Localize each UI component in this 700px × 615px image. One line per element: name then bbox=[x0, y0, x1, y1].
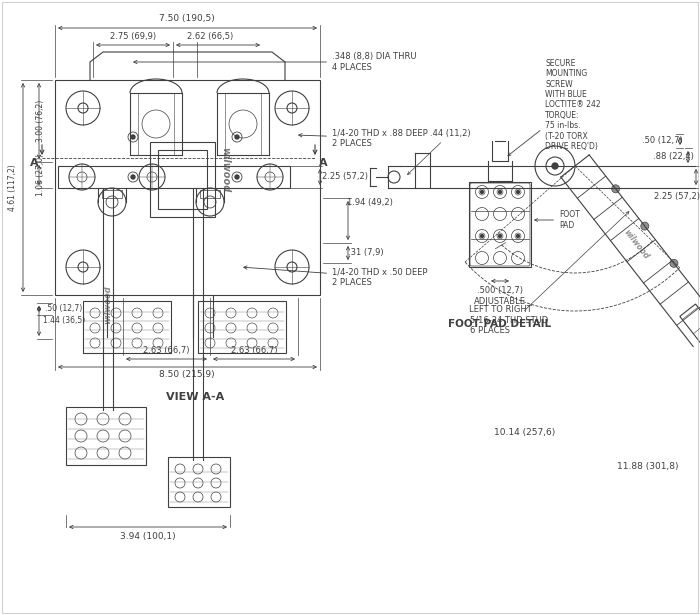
Text: 7.50 (190,5): 7.50 (190,5) bbox=[159, 15, 215, 23]
Text: FOOT PAD DETAIL: FOOT PAD DETAIL bbox=[449, 319, 552, 329]
Bar bbox=[83, 301, 171, 353]
Text: 1.06 (27,0): 1.06 (27,0) bbox=[36, 154, 46, 196]
Text: VIEW A-A: VIEW A-A bbox=[166, 392, 224, 402]
Bar bbox=[158, 150, 207, 209]
Circle shape bbox=[480, 191, 484, 194]
Text: 5/16-24 THD STUD
6 PLACES: 5/16-24 THD STUD 6 PLACES bbox=[470, 212, 629, 335]
Text: 2.63 (66,7): 2.63 (66,7) bbox=[231, 346, 277, 354]
Bar bbox=[58, 166, 290, 188]
Text: 1/4-20 THD x .50 DEEP
2 PLACES: 1/4-20 THD x .50 DEEP 2 PLACES bbox=[244, 266, 428, 287]
Circle shape bbox=[131, 175, 135, 179]
Text: 8.50 (215,9): 8.50 (215,9) bbox=[159, 370, 215, 379]
Text: 4.61 (117,2): 4.61 (117,2) bbox=[8, 165, 18, 212]
Text: 1/4-20 THD x .88 DEEP
2 PLACES: 1/4-20 THD x .88 DEEP 2 PLACES bbox=[299, 129, 428, 148]
Text: .500 (12,7): .500 (12,7) bbox=[477, 287, 523, 295]
Text: 11.88 (301,8): 11.88 (301,8) bbox=[617, 462, 679, 472]
Bar bbox=[150, 142, 215, 217]
Text: LEFT TO RIGHT: LEFT TO RIGHT bbox=[468, 306, 531, 314]
Text: 10.14 (257,6): 10.14 (257,6) bbox=[494, 429, 556, 437]
Text: 1.44 (36,5): 1.44 (36,5) bbox=[43, 317, 85, 325]
Text: 2.25 (57,2): 2.25 (57,2) bbox=[654, 191, 700, 200]
Text: 2.25 (57,2): 2.25 (57,2) bbox=[322, 172, 368, 181]
Circle shape bbox=[670, 260, 678, 268]
Text: .88 (22,4): .88 (22,4) bbox=[652, 153, 694, 162]
Circle shape bbox=[517, 234, 519, 237]
Circle shape bbox=[552, 163, 558, 169]
Text: .50 (12,7): .50 (12,7) bbox=[46, 304, 83, 314]
Bar bbox=[55, 80, 320, 295]
Circle shape bbox=[498, 234, 501, 237]
Text: 2.75 (69,9): 2.75 (69,9) bbox=[110, 33, 156, 41]
Text: 2.63 (66,7): 2.63 (66,7) bbox=[143, 346, 189, 354]
Bar bbox=[469, 182, 531, 267]
Text: 1.94 (49,2): 1.94 (49,2) bbox=[347, 199, 393, 207]
Text: .348 (8,8) DIA THRU
4 PLACES: .348 (8,8) DIA THRU 4 PLACES bbox=[134, 52, 416, 72]
Bar bbox=[168, 457, 230, 507]
Circle shape bbox=[612, 184, 620, 193]
Text: SECURE
MOUNTING
SCREW
WITH BLUE
LOCTITE® 242
TORQUE:
75 in-lbs.
(T-20 TORX
DRIVE: SECURE MOUNTING SCREW WITH BLUE LOCTITE®… bbox=[508, 59, 601, 156]
Circle shape bbox=[131, 135, 135, 139]
Text: A: A bbox=[29, 158, 38, 168]
Circle shape bbox=[235, 175, 239, 179]
Circle shape bbox=[498, 191, 501, 194]
Text: FOOT
PAD: FOOT PAD bbox=[535, 210, 580, 229]
Text: 3.94 (100,1): 3.94 (100,1) bbox=[120, 533, 176, 541]
Bar bbox=[102, 190, 122, 198]
Text: 3.00 (76,2): 3.00 (76,2) bbox=[36, 100, 46, 142]
Text: wilwood: wilwood bbox=[220, 148, 230, 192]
Text: ADJUSTABLE: ADJUSTABLE bbox=[474, 296, 526, 306]
Text: wilwood: wilwood bbox=[104, 285, 113, 324]
Bar bbox=[198, 301, 286, 353]
Text: wilwood: wilwood bbox=[622, 228, 651, 261]
Circle shape bbox=[480, 234, 484, 237]
Circle shape bbox=[235, 135, 239, 139]
Text: 2.62 (66,5): 2.62 (66,5) bbox=[187, 33, 233, 41]
Bar bbox=[200, 190, 220, 198]
Bar bbox=[66, 407, 146, 465]
Circle shape bbox=[640, 222, 649, 230]
Text: A: A bbox=[318, 158, 328, 168]
Text: .44 (11,2): .44 (11,2) bbox=[407, 129, 470, 175]
Text: .50 (12,7): .50 (12,7) bbox=[642, 137, 682, 146]
Circle shape bbox=[517, 191, 519, 194]
Text: .31 (7,9): .31 (7,9) bbox=[348, 248, 384, 258]
